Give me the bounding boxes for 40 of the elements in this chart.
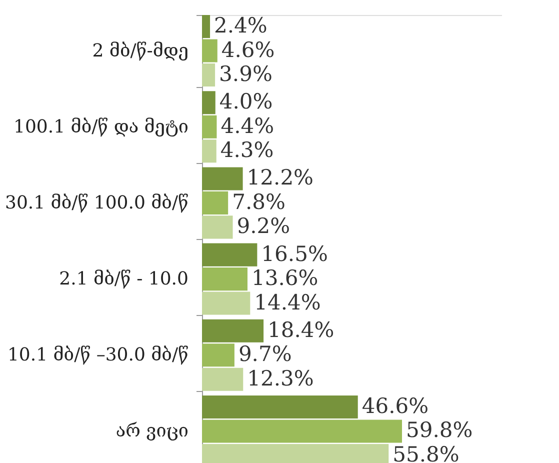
bar (202, 167, 243, 190)
y-tick-label: 30.1 მბ/წ 100.0 მბ/წ (5, 192, 188, 214)
data-label: 55.8% (392, 442, 460, 463)
bar (202, 395, 358, 419)
bar (202, 91, 216, 114)
y-tick-label: 10.1 მბ/წ –30.0 მბ/წ (7, 344, 188, 366)
bar (202, 268, 248, 291)
data-label: 14.4% (254, 290, 321, 314)
data-label: 9.2% (236, 214, 290, 238)
data-label: 3.9% (219, 62, 272, 86)
data-label: 12.2% (246, 166, 314, 190)
data-label: 4.0% (219, 90, 273, 114)
bar (202, 191, 228, 214)
bar (202, 292, 250, 315)
bar (202, 368, 244, 391)
y-tick-label: 2 მბ/წ-მდე (92, 40, 188, 62)
y-tick-label: არ ვიცი (116, 420, 188, 442)
y-tick-label: 100.1 მბ/წ და მეტი (14, 116, 188, 138)
data-label: 4.3% (220, 138, 274, 162)
bar (202, 344, 234, 367)
data-label: 18.4% (268, 318, 334, 342)
data-label: 9.7% (238, 342, 292, 366)
data-label: 16.5% (261, 242, 328, 266)
data-label: 12.3% (247, 366, 314, 390)
data-label: 2.4% (214, 14, 268, 38)
bar (202, 63, 216, 87)
bar (202, 319, 264, 342)
data-label: 59.8% (406, 418, 473, 442)
data-label: 46.6% (362, 394, 429, 418)
bar (202, 243, 258, 266)
data-label: 4.4% (220, 114, 274, 138)
data-label: 7.8% (232, 190, 286, 214)
bar (202, 39, 218, 62)
data-label: 13.6% (251, 266, 318, 290)
y-tick-label: 2.1 მბ/წ - 10.0 (59, 268, 188, 290)
data-label: 4.6% (221, 38, 275, 62)
bar (202, 115, 217, 138)
bar (202, 216, 233, 239)
bar (202, 15, 210, 38)
bar (202, 140, 216, 163)
